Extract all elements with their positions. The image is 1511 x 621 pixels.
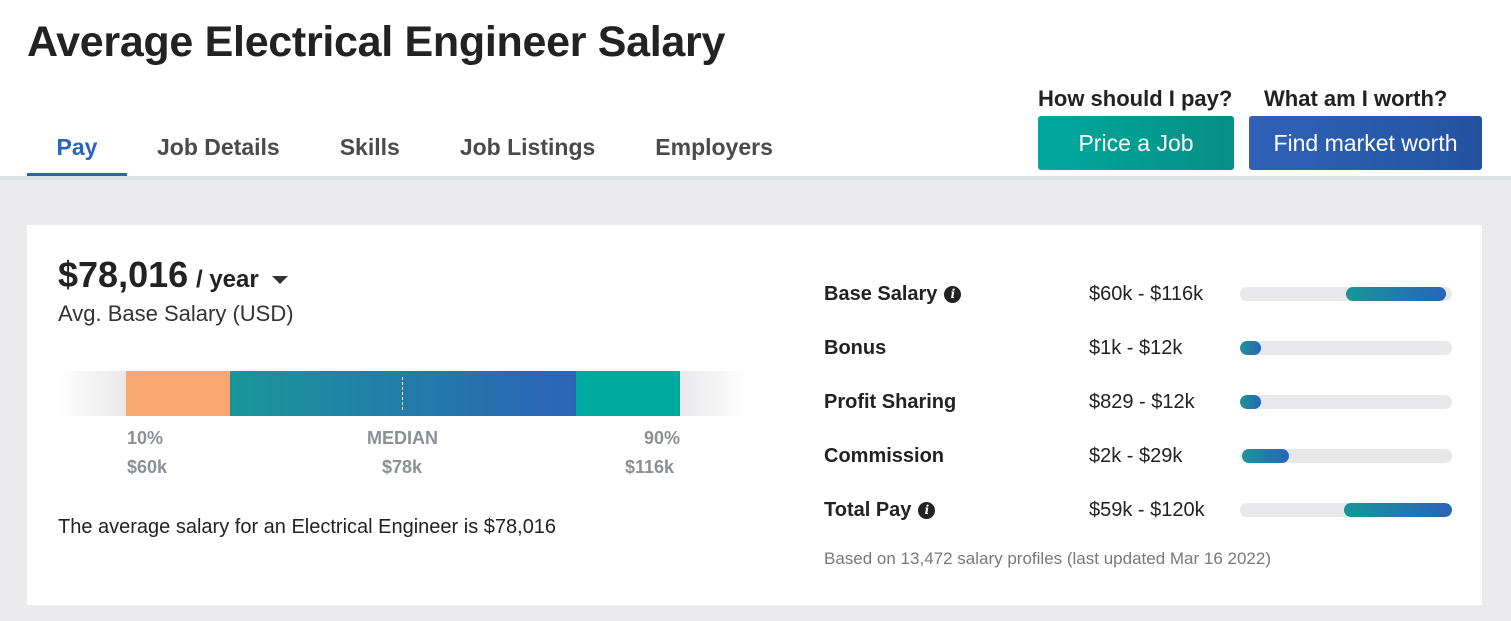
salary-subtitle: Avg. Base Salary (USD) [58,301,294,326]
average-salary-value: $78,016 [58,254,189,295]
pay-row-fill [1240,395,1262,409]
worth-question-label: What am I worth? [1264,86,1448,111]
pay-row-label: Total Pay [824,499,912,521]
pay-row-base-salary: Base Salary i $60k - $116k [824,279,1454,309]
tab-employers[interactable]: Employers [655,134,773,160]
tab-bar: Pay Job Details Skills Job Listings Empl… [27,122,773,178]
page-title: Average Electrical Engineer Salary [27,18,726,66]
range-bar-high-segment [576,371,680,416]
pay-row-profit-sharing: Profit Sharing $829 - $12k [824,387,1454,417]
salary-range-bar [58,371,748,416]
pay-row-fill [1346,287,1446,301]
tab-skills[interactable]: Skills [339,134,400,160]
range-bar-mid-segment [230,371,576,416]
pay-row-label: Bonus [824,337,887,359]
pay-row-fill [1242,449,1289,463]
pay-row-label: Base Salary [824,283,938,305]
median-value: $78k [382,457,423,477]
pay-row-range: $1k - $12k [1089,337,1183,359]
pay-row-fill [1240,341,1262,355]
price-question-label: How should I pay? [1038,86,1233,111]
pay-row-fill [1343,503,1452,517]
pay-row-total-pay: Total Pay i $59k - $120k [824,495,1454,525]
pay-row-range: $60k - $116k [1089,283,1204,305]
pay-row-label: Commission [824,445,945,467]
median-label: MEDIAN [367,428,438,448]
pay-row-range: $59k - $120k [1089,499,1205,521]
pay-row-track [1240,287,1452,301]
price-a-job-button[interactable]: Price a Job [1038,116,1234,170]
p90-value: $116k [625,457,675,477]
median-marker [402,377,403,410]
pay-row-commission: Commission $2k - $29k [824,441,1454,471]
find-market-worth-button[interactable]: Find market worth [1249,116,1482,170]
tab-divider [0,176,1511,180]
pay-row-range: $2k - $29k [1089,445,1183,467]
tab-job-listings[interactable]: Job Listings [459,134,596,160]
pay-row-track [1240,449,1452,463]
p90-label: 90% [644,428,681,448]
pay-row-label: Profit Sharing [824,391,957,413]
p10-value: $60k [127,457,168,477]
salary-period-selector[interactable]: / year [196,266,259,293]
p10-label: 10% [127,428,164,448]
info-icon[interactable]: i [944,285,962,303]
pay-row-track [1240,503,1452,517]
data-source-footnote: Based on 13,472 salary profiles (last up… [824,549,1271,568]
chevron-down-icon[interactable] [272,276,288,284]
average-salary-sentence: The average salary for an Electrical Eng… [58,516,557,538]
salary-card: $78,016 / year Avg. Base Salary (USD) 10… [27,225,1482,605]
pay-row-range: $829 - $12k [1089,391,1195,413]
info-icon[interactable]: i [918,501,936,519]
pay-row-bonus: Bonus $1k - $12k [824,333,1454,363]
pay-row-track [1240,395,1452,409]
tab-pay[interactable]: Pay [27,122,127,177]
range-bar-low-segment [126,371,230,416]
tab-job-details[interactable]: Job Details [157,134,280,160]
pay-row-track [1240,341,1452,355]
